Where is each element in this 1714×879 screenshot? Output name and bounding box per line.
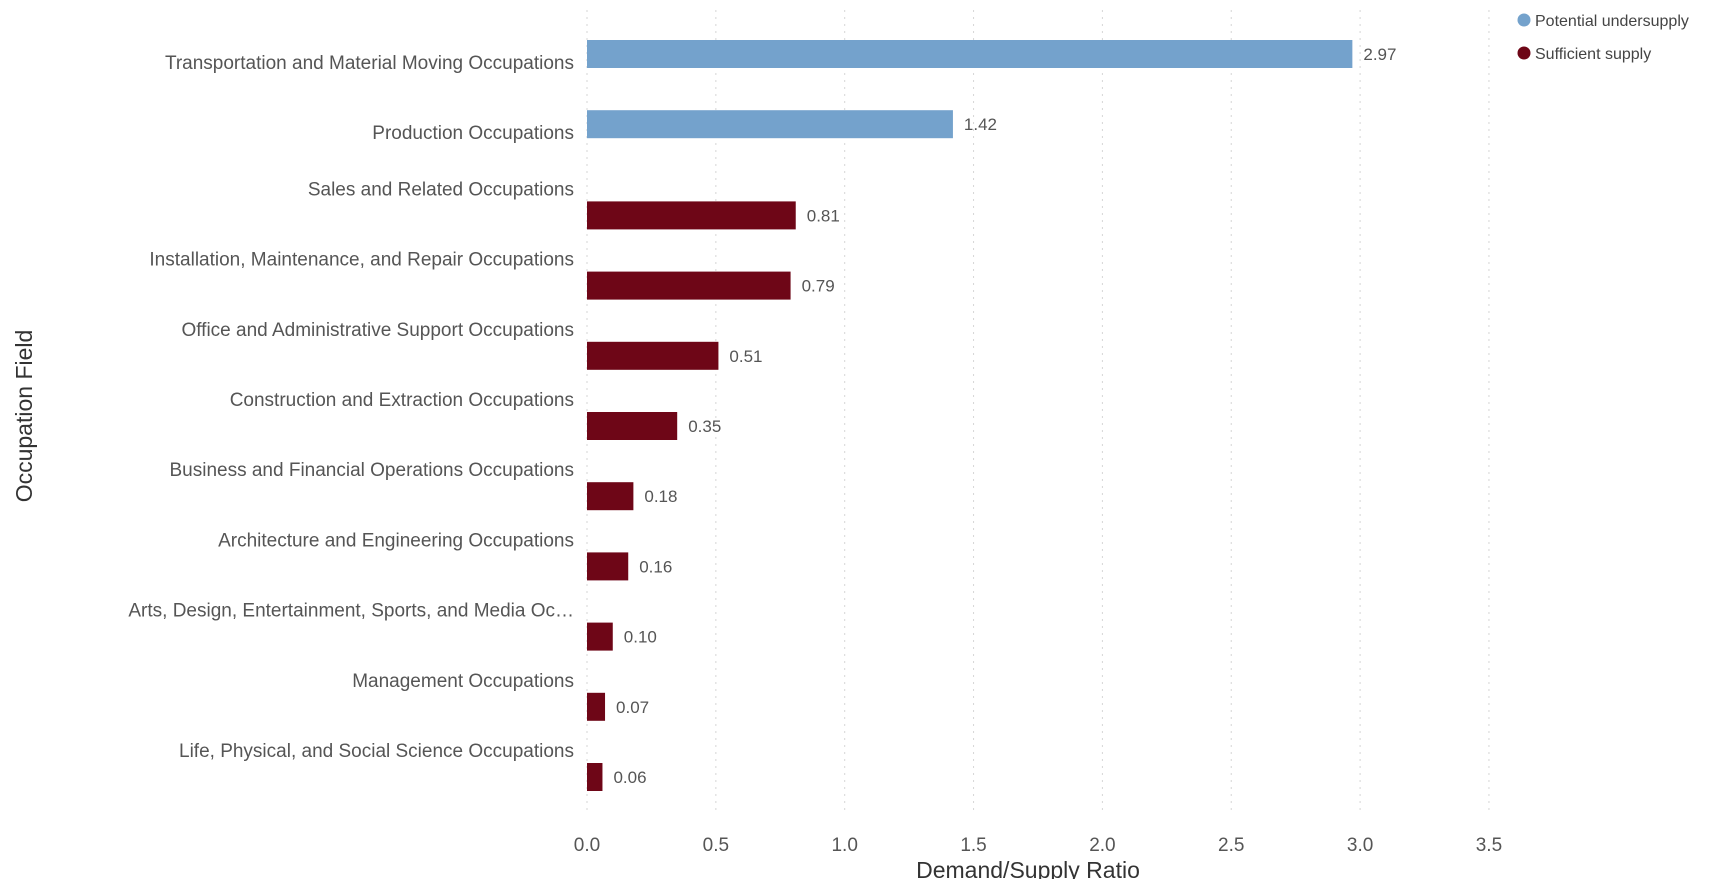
data-label: 0.06 bbox=[613, 768, 646, 787]
bar[interactable] bbox=[587, 622, 613, 651]
x-tick-label: 3.0 bbox=[1347, 835, 1373, 856]
bar[interactable] bbox=[587, 271, 791, 300]
category-label: Office and Administrative Support Occupa… bbox=[181, 320, 574, 341]
bar[interactable] bbox=[587, 110, 953, 139]
category-label: Construction and Extraction Occupations bbox=[230, 390, 574, 411]
category-label: Installation, Maintenance, and Repair Oc… bbox=[149, 250, 574, 271]
x-tick-label: 1.0 bbox=[831, 835, 857, 856]
category-label: Sales and Related Occupations bbox=[308, 179, 574, 200]
bar[interactable] bbox=[587, 341, 719, 370]
data-label: 0.79 bbox=[802, 277, 835, 296]
category-label: Architecture and Engineering Occupations bbox=[218, 530, 574, 551]
y-axis-title: Occupation Field bbox=[11, 330, 37, 503]
legend-item-label[interactable]: Potential undersupply bbox=[1535, 13, 1689, 30]
legend-item-label[interactable]: Sufficient supply bbox=[1535, 46, 1651, 63]
legend-marker bbox=[1517, 46, 1531, 60]
category-label: Arts, Design, Entertainment, Sports, and… bbox=[128, 601, 574, 622]
data-label: 0.35 bbox=[688, 417, 721, 436]
category-label: Production Occupations bbox=[372, 123, 574, 144]
data-label: 0.18 bbox=[644, 487, 677, 506]
legend-marker bbox=[1517, 13, 1531, 27]
data-label: 1.42 bbox=[964, 115, 997, 134]
x-tick-label: 2.5 bbox=[1218, 835, 1244, 856]
category-label: Management Occupations bbox=[352, 671, 574, 692]
data-label: 0.16 bbox=[639, 557, 672, 576]
legend[interactable]: Potential undersupply Sufficient supply bbox=[1517, 13, 1689, 63]
x-tick-label: 2.0 bbox=[1089, 835, 1115, 856]
bar[interactable] bbox=[587, 201, 796, 230]
bar[interactable] bbox=[587, 692, 606, 721]
data-label: 2.97 bbox=[1363, 45, 1396, 64]
data-label: 0.81 bbox=[807, 206, 840, 225]
x-axis-title: Demand/Supply Ratio bbox=[916, 857, 1140, 879]
data-label: 0.07 bbox=[616, 698, 649, 717]
bar[interactable] bbox=[587, 412, 678, 440]
labels: 0.0 0.5 1.0 1.5 2.0 2.5 3.0 3.5 Transportation a… bbox=[128, 45, 1502, 856]
x-tick-label: 0.5 bbox=[703, 835, 729, 856]
gridlines bbox=[586, 10, 1490, 815]
bars bbox=[587, 40, 1353, 791]
data-label: 0.51 bbox=[729, 347, 762, 366]
category-label: Transportation and Material Moving Occup… bbox=[165, 53, 574, 74]
x-tick-label: 0.0 bbox=[574, 835, 600, 856]
category-label: Life, Physical, and Social Science Occup… bbox=[179, 741, 574, 762]
bar[interactable] bbox=[587, 40, 1353, 68]
bar[interactable] bbox=[587, 552, 629, 581]
data-label: 0.10 bbox=[624, 628, 657, 647]
x-tick-label: 1.5 bbox=[960, 835, 986, 856]
category-label: Business and Financial Operations Occupa… bbox=[169, 460, 574, 481]
x-tick-label: 3.5 bbox=[1476, 835, 1502, 856]
bar[interactable] bbox=[587, 482, 634, 511]
bar[interactable] bbox=[587, 763, 603, 791]
